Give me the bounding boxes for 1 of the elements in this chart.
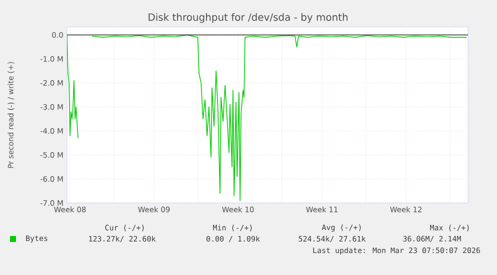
chart-title: Disk throughput for /dev/sda - by month — [148, 13, 348, 23]
